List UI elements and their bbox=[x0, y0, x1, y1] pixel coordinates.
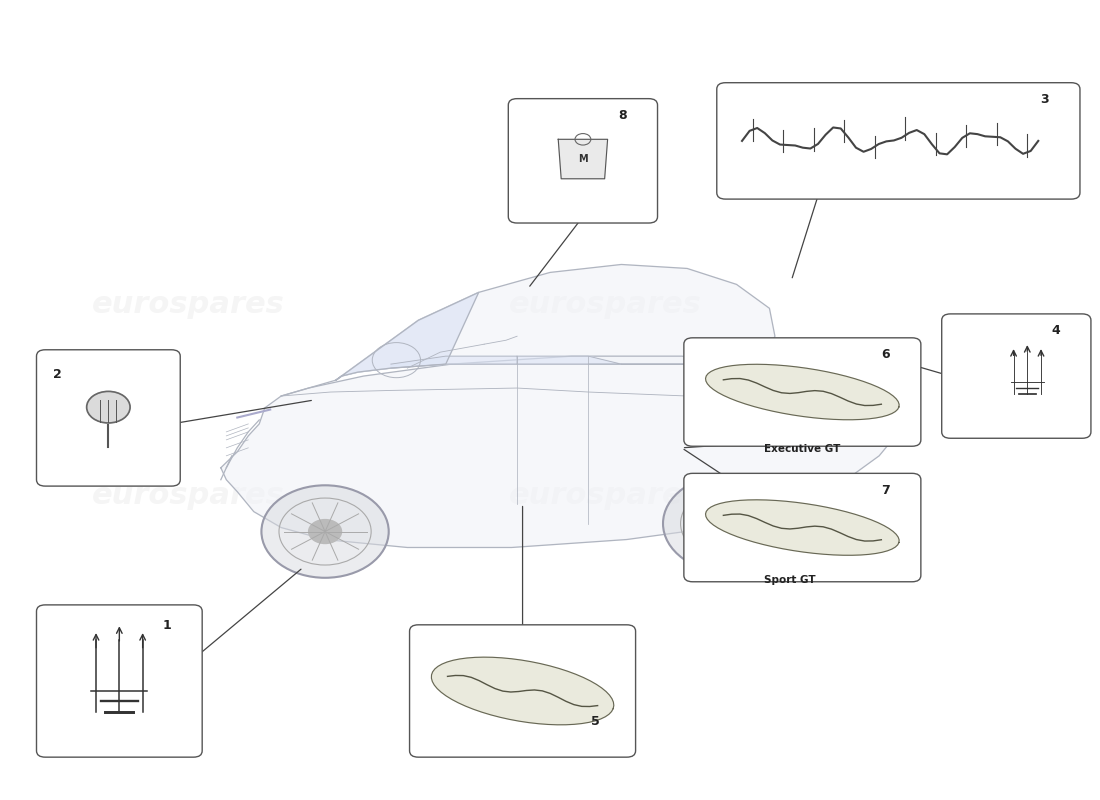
Polygon shape bbox=[705, 364, 899, 420]
Text: 6: 6 bbox=[881, 348, 890, 361]
FancyBboxPatch shape bbox=[717, 82, 1080, 199]
Polygon shape bbox=[336, 292, 478, 380]
Text: eurospares: eurospares bbox=[508, 481, 701, 510]
Text: Sport GT: Sport GT bbox=[764, 575, 815, 586]
Text: 8: 8 bbox=[618, 109, 627, 122]
Text: eurospares: eurospares bbox=[91, 290, 284, 319]
Text: 5: 5 bbox=[591, 715, 600, 728]
FancyBboxPatch shape bbox=[409, 625, 636, 757]
Text: 2: 2 bbox=[53, 368, 62, 381]
Circle shape bbox=[87, 391, 130, 423]
Polygon shape bbox=[705, 500, 899, 555]
Circle shape bbox=[715, 512, 748, 535]
FancyBboxPatch shape bbox=[36, 350, 180, 486]
Text: eurospares: eurospares bbox=[91, 481, 284, 510]
Polygon shape bbox=[558, 139, 607, 178]
FancyBboxPatch shape bbox=[684, 338, 921, 446]
Text: Executive GT: Executive GT bbox=[764, 444, 840, 454]
Text: 4: 4 bbox=[1052, 324, 1060, 338]
Polygon shape bbox=[588, 356, 769, 364]
Polygon shape bbox=[336, 265, 774, 380]
Polygon shape bbox=[431, 657, 614, 725]
Text: eurospares: eurospares bbox=[508, 290, 701, 319]
Circle shape bbox=[262, 486, 388, 578]
Polygon shape bbox=[390, 356, 517, 368]
Polygon shape bbox=[517, 356, 622, 364]
Polygon shape bbox=[221, 356, 901, 547]
FancyBboxPatch shape bbox=[684, 474, 921, 582]
Text: 7: 7 bbox=[881, 484, 890, 497]
FancyBboxPatch shape bbox=[36, 605, 202, 757]
FancyBboxPatch shape bbox=[942, 314, 1091, 438]
Text: M: M bbox=[579, 154, 587, 164]
FancyBboxPatch shape bbox=[508, 98, 658, 223]
Text: 3: 3 bbox=[1041, 93, 1049, 106]
Circle shape bbox=[663, 474, 799, 573]
Text: 1: 1 bbox=[163, 619, 172, 632]
Circle shape bbox=[309, 519, 341, 543]
